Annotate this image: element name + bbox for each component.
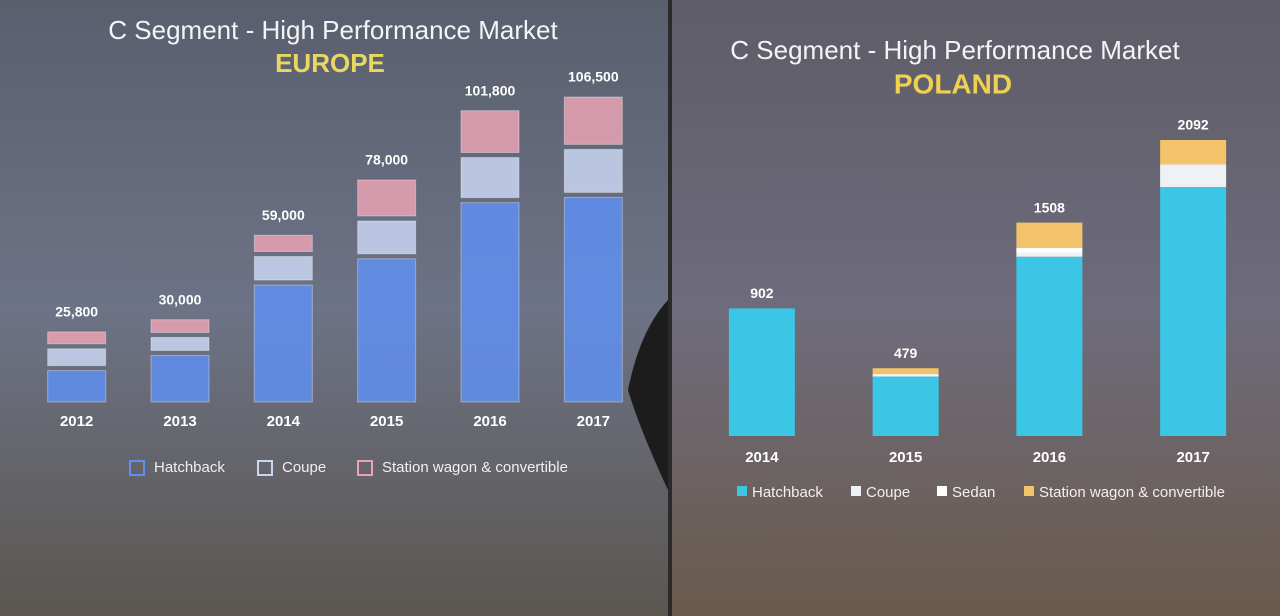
bar-segment [1160,186,1227,436]
legend-swatch [357,460,373,476]
bar-segment [872,373,939,375]
bar-segment [253,234,313,253]
legend-label: Station wagon & convertible [1039,484,1225,501]
bar-segment [728,308,795,436]
legend-swatch [257,460,273,476]
presenter-silhouette [628,300,668,490]
legend-swatch [1024,486,1034,496]
total-label: 59,000 [262,207,305,223]
bar-segment [563,96,623,145]
x-tick-label: 2012 [60,413,93,430]
bar-segment [357,258,417,403]
bar-segment [150,354,210,403]
panel-europe [0,0,668,616]
bar-segment [150,319,210,333]
bar-segment [47,370,107,403]
bar-segment [872,368,939,374]
x-tick-label: 2016 [473,413,506,430]
bar-segment [357,179,417,217]
bar-segment [872,374,939,377]
legend-label: Station wagon & convertible [382,459,568,476]
chart-title: C Segment - High Performance Market [730,35,1180,65]
bar-segment [1016,222,1083,248]
bar-segment [1016,256,1083,436]
legend-label: Sedan [952,484,995,501]
bar-segment [872,376,939,436]
legend-swatch [737,486,747,496]
bar-segment [1160,165,1227,187]
chart-subtitle: EUROPE [275,48,385,78]
chart-subtitle: POLAND [894,68,1012,99]
bar-segment [1016,247,1083,253]
total-label: 1508 [1034,199,1065,215]
bar-segment [563,196,623,403]
bar-segment [1160,140,1227,165]
total-label: 30,000 [159,291,202,307]
legend-swatch [851,486,861,496]
legend-label: Hatchback [154,459,225,476]
x-tick-label: 2016 [1033,449,1066,466]
legend-swatch [937,486,947,496]
divider [668,0,672,616]
bar-segment [47,331,107,345]
x-tick-label: 2014 [745,449,779,466]
bar-segment [460,157,520,199]
bar-segment [150,336,210,351]
bar-segment [47,348,107,367]
total-label: 2092 [1178,117,1209,133]
x-tick-label: 2014 [267,413,301,430]
x-tick-label: 2015 [889,449,922,466]
total-label: 902 [750,285,774,301]
legend-label: Coupe [866,484,910,501]
total-label: 101,800 [465,82,516,98]
bar-segment [563,148,623,193]
x-tick-label: 2017 [1176,449,1209,466]
legend-swatch [129,460,145,476]
total-label: 25,800 [55,304,98,320]
bar-segment [1160,164,1227,166]
legend-label: Hatchback [752,484,823,501]
bar-segment [253,256,313,281]
x-tick-label: 2013 [163,413,196,430]
bar-segment [253,284,313,403]
total-label: 479 [894,345,918,361]
bar-segment [460,202,520,403]
bar-segment [460,110,520,154]
x-tick-label: 2015 [370,413,403,430]
total-label: 78,000 [365,152,408,168]
chart-title: C Segment - High Performance Market [108,15,558,45]
bar-segment [1016,252,1083,257]
x-tick-label: 2017 [577,413,610,430]
total-label: 106,500 [568,69,619,85]
legend-label: Coupe [282,459,326,476]
bar-segment [357,220,417,255]
